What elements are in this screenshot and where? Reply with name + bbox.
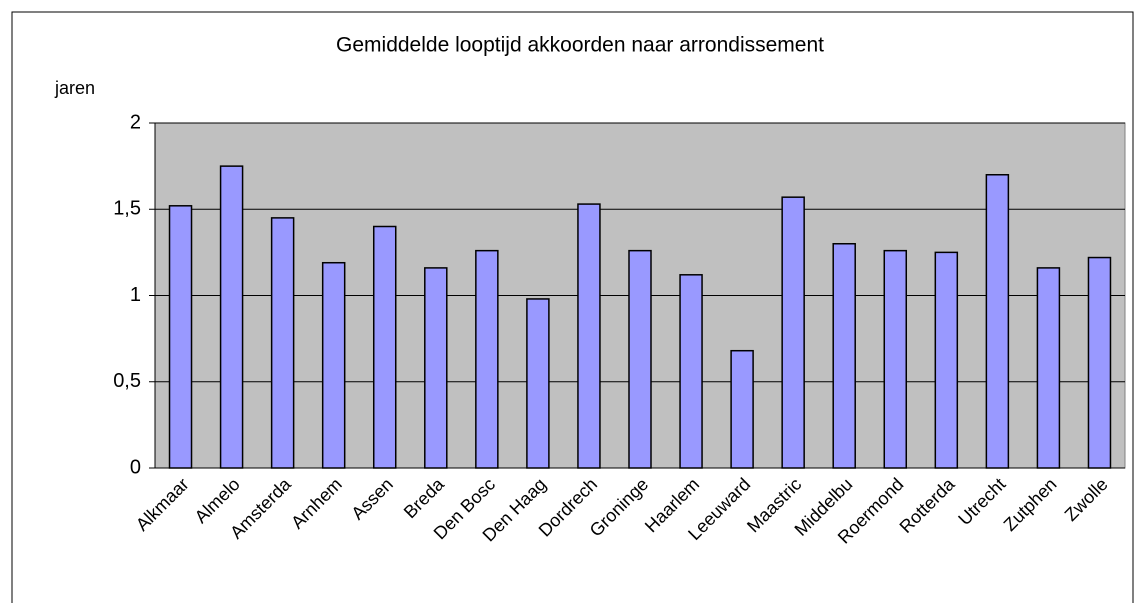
y-tick-label: 2 [130, 111, 141, 133]
y-tick-label: 1 [130, 284, 141, 306]
y-tick-label: 1,5 [113, 198, 141, 220]
chart-title: Gemiddelde looptijd akkoorden naar arron… [336, 34, 824, 57]
bar [372, 225, 397, 469]
y-tick-label: 0,5 [113, 370, 141, 392]
y-axis-label: jaren [54, 78, 95, 98]
bar [424, 267, 448, 469]
bar [934, 251, 959, 469]
bar [475, 249, 499, 469]
bar [1087, 256, 1112, 469]
bar [526, 298, 550, 469]
bar [219, 165, 244, 469]
bar [679, 274, 703, 469]
bar [730, 349, 754, 469]
bar [628, 249, 652, 469]
bar [1036, 267, 1061, 469]
bar [832, 243, 856, 469]
bar [270, 217, 295, 469]
bar [168, 205, 193, 469]
bar [321, 261, 346, 469]
bar [781, 196, 805, 469]
bar [577, 203, 601, 469]
bar [985, 174, 1010, 469]
bar [883, 249, 908, 469]
y-tick-label: 0 [130, 456, 141, 478]
